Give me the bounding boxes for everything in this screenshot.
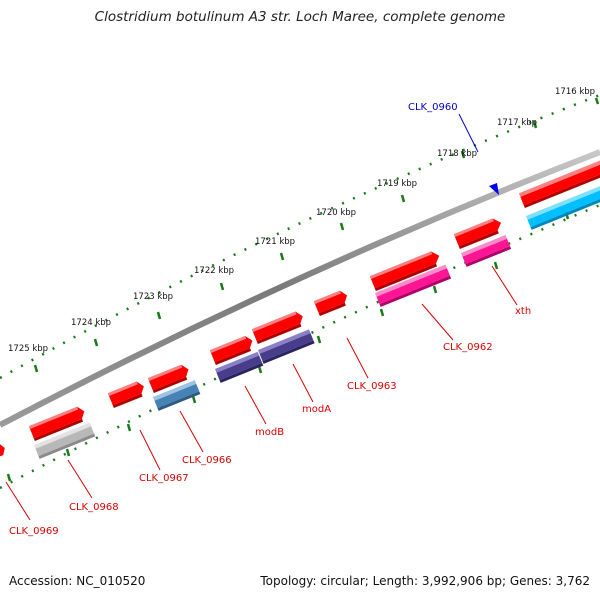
genome-backbone — [0, 149, 600, 428]
ruler-label-1719: 1719 kbp — [377, 179, 417, 189]
gene-top-right — [518, 160, 600, 209]
gene-label-clk0963: CLK_0963 — [347, 381, 397, 392]
gene-clk0967 — [107, 381, 144, 409]
clk0960-gene-marker — [489, 183, 499, 195]
ruler-labels: 1716 kbp 1717 kbp 1718 kbp 1719 kbp 1720… — [8, 87, 595, 354]
gene-xth — [453, 218, 502, 250]
gene-clk0966 — [147, 364, 189, 394]
outer-ruler-ticks — [33, 97, 600, 373]
cds-features — [34, 185, 600, 459]
ruler-label-1717: 1717 kbp — [497, 118, 537, 128]
gene-clk0968 — [28, 406, 85, 442]
label-leader-lines — [5, 113, 518, 521]
ruler-label-1721: 1721 kbp — [255, 237, 295, 247]
forward-genes — [0, 160, 600, 458]
gene-label-clk0962: CLK_0962 — [443, 342, 493, 353]
gene-label-clk0969: CLK_0969 — [9, 526, 59, 537]
outer-ruler-arc — [0, 93, 600, 380]
gene-label-moda: modA — [302, 404, 331, 415]
ruler-label-1722: 1722 kbp — [194, 266, 234, 276]
ruler-label-1724: 1724 kbp — [71, 318, 111, 328]
gene-label-clk0968: CLK_0968 — [69, 502, 119, 513]
gene-clk0962 — [369, 251, 440, 292]
ruler-label-1718: 1718 kbp — [437, 149, 477, 159]
gene-clk0969 — [0, 442, 5, 458]
topology-text: Topology: circular; Length: 3,992,906 bp… — [260, 574, 590, 588]
ruler-label-1723: 1723 kbp — [133, 292, 173, 302]
gene-modb — [209, 335, 253, 366]
gene-labels: CLK_0960 xth CLK_0962 CLK_0963 modA modB… — [9, 102, 531, 537]
ruler-label-1716: 1716 kbp — [555, 87, 595, 97]
ruler-label-1725: 1725 kbp — [8, 344, 48, 354]
gene-label-clk0967: CLK_0967 — [139, 473, 189, 484]
gene-label-clk0960: CLK_0960 — [408, 102, 458, 113]
gene-clk0963 — [313, 290, 348, 317]
gene-moda — [251, 311, 303, 345]
map-title: Clostridium botulinum A3 str. Loch Maree… — [94, 9, 506, 25]
gene-label-xth: xth — [515, 306, 531, 317]
gene-label-clk0966: CLK_0966 — [182, 455, 232, 466]
ruler-label-1720: 1720 kbp — [316, 208, 356, 218]
gene-label-modb: modB — [255, 427, 284, 438]
accession-text: Accession: NC_010520 — [9, 574, 146, 588]
